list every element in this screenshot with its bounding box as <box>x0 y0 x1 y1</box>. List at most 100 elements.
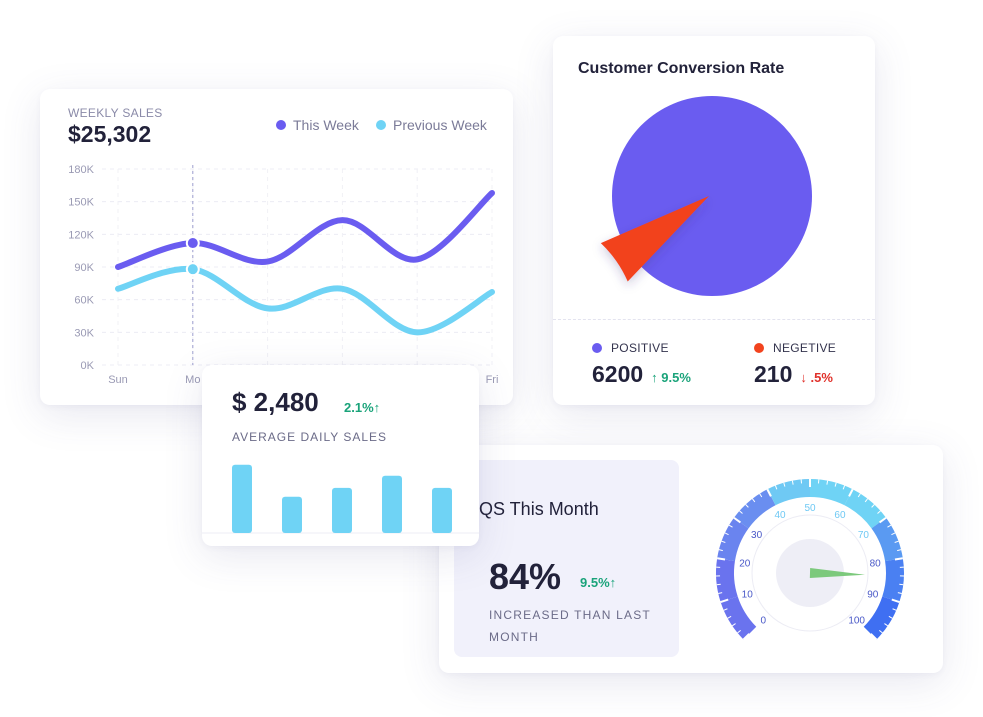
negative-label: NEGETIVE <box>773 341 837 355</box>
previous-week-dot-icon <box>376 120 386 130</box>
weekly-sales-value: $25,302 <box>68 121 152 147</box>
gauge-tick <box>877 510 881 514</box>
gauge-tick <box>894 557 903 561</box>
gauge-tick <box>892 608 897 611</box>
gauge-tick <box>723 608 728 611</box>
positive-label: POSITIVE <box>611 341 669 355</box>
qs-change: 9.5%↑ <box>580 575 616 590</box>
down-arrow-icon: ↓ <box>800 370 807 385</box>
gauge-tick <box>774 485 778 490</box>
gauge-tick <box>884 623 889 627</box>
legend-previous-week-label: Previous Week <box>393 117 487 133</box>
positive-stat: POSITIVE 6200 ↑ 9.5% <box>592 341 691 388</box>
gauge-tick <box>857 493 861 498</box>
qs-title: QS This Month <box>479 499 599 519</box>
y-tick-label: 0K <box>81 360 95 372</box>
negative-change: ↓ .5% <box>800 370 833 385</box>
gauge-segment <box>720 596 757 640</box>
gauge-tick <box>766 488 772 497</box>
y-tick-label: 120K <box>68 229 94 241</box>
gauge-tick-label: 40 <box>774 510 786 521</box>
gauge-needle <box>809 568 865 578</box>
avg-daily-card: $ 2,480 2.1%↑ AVERAGE DAILY SALES <box>202 365 479 546</box>
gauge-tick-label: 10 <box>742 589 754 600</box>
gauge-segment <box>844 489 887 529</box>
gauge-tick <box>733 516 742 524</box>
positive-change: ↑ 9.5% <box>651 370 691 385</box>
gauge-tick <box>727 615 732 619</box>
positive-dot-icon <box>592 343 602 353</box>
gauge-tick <box>791 480 794 485</box>
this-week-dot-icon <box>276 120 286 130</box>
gauge-tick <box>739 510 743 514</box>
pie-slice-negative <box>600 196 709 282</box>
gauge-tick <box>864 498 869 503</box>
gauge-tick-label: 0 <box>761 616 767 627</box>
y-tick-label: 60K <box>74 295 94 307</box>
gauge-tick <box>724 532 729 536</box>
y-tick-label: 180K <box>68 164 94 176</box>
gauge-tick <box>720 598 729 603</box>
gauge-segment <box>717 517 749 562</box>
positive-value: 6200 <box>592 361 644 387</box>
gauge-tick-label: 30 <box>751 530 763 541</box>
qs-change-value: 9.5% <box>580 575 610 590</box>
weekly-sales-line-chart: 0K 30K 60K 90K 120K 150K 180K Sun Mo Fri <box>68 164 498 386</box>
gauge-segment <box>882 558 904 603</box>
daily-bar <box>332 487 352 533</box>
gauge-tick <box>718 549 723 552</box>
series-line-previous-week <box>115 265 495 336</box>
daily-bar <box>282 496 302 533</box>
daily-bar <box>382 475 402 533</box>
gauge-tick <box>826 480 829 485</box>
legend-previous-week[interactable]: Previous Week <box>376 117 487 133</box>
gauge-tick <box>888 615 893 619</box>
gauge-tick-label: 80 <box>870 559 882 570</box>
legend-this-week-label: This Week <box>293 117 359 133</box>
avg-daily-value: $ 2,480 <box>232 387 319 417</box>
negative-stat: NEGETIVE 210 ↓ .5% <box>754 341 836 388</box>
gauge-tick <box>737 629 741 634</box>
negative-value: 210 <box>754 361 793 387</box>
gauge-tick <box>870 633 878 641</box>
gauge-tick-label: 90 <box>867 589 879 600</box>
gauge-tick <box>848 488 854 497</box>
gauge-tick <box>718 592 723 594</box>
y-tick-label: 90K <box>74 262 94 274</box>
weekly-sales-card: WEEKLY SALES $25,302 This Week Previous … <box>40 89 513 405</box>
x-tick-label: Mo <box>185 374 200 386</box>
negative-dot-icon <box>754 343 764 353</box>
series-line-this-week <box>115 189 495 270</box>
gauge-tick <box>728 524 733 528</box>
daily-bar <box>232 464 252 533</box>
qs-gauge: 0 10 20 30 40 50 60 70 80 90 100 <box>716 479 904 641</box>
gauge-segment <box>863 596 900 640</box>
gauge-tick <box>721 540 726 543</box>
gauge-tick <box>742 633 750 641</box>
gauge-tick-label: 50 <box>804 503 816 514</box>
gauge-segment <box>716 558 738 603</box>
daily-bar <box>432 487 452 533</box>
gauge-segment <box>871 517 903 562</box>
up-arrow-icon: ↑ <box>609 575 617 590</box>
gauge-tick-label: 100 <box>848 616 865 627</box>
gauge-tick <box>834 482 837 487</box>
gauge-tick <box>891 598 900 603</box>
gauge-tick <box>897 592 902 594</box>
gauge-tick <box>745 504 749 508</box>
avg-daily-change: 2.1%↑ <box>344 400 380 415</box>
gauge-tick <box>759 493 763 498</box>
gauge-tick <box>887 524 892 528</box>
avg-daily-bar-chart <box>202 464 479 534</box>
legend-this-week[interactable]: This Week <box>276 117 359 133</box>
gauge-tick <box>783 482 786 487</box>
avg-daily-change-value: 2.1% <box>344 400 374 415</box>
qs-card: QS This Month 84% 9.5%↑ INCREASED THAN L… <box>439 445 943 673</box>
conversion-pie-chart <box>600 96 812 296</box>
qs-label: INCREASED THAN LAST MONTH <box>489 608 651 644</box>
positive-change-value: 9.5% <box>661 370 691 385</box>
gauge-tick <box>731 623 736 627</box>
up-arrow-icon: ↑ <box>651 370 658 385</box>
pie-slice-positive <box>612 96 812 296</box>
gauge-inner-ring <box>751 514 869 632</box>
